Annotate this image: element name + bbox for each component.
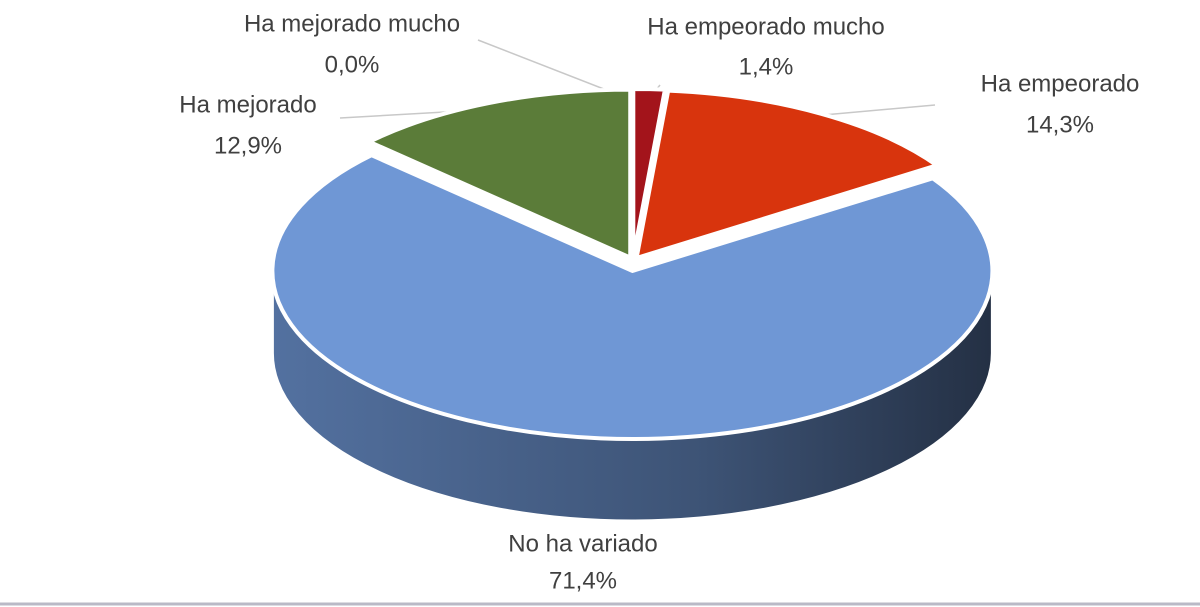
slice bbox=[367, 87, 633, 260]
category-label: Ha empeorado mucho bbox=[647, 13, 884, 40]
category-label: Ha empeorado bbox=[981, 70, 1140, 97]
value-label: 14,3% bbox=[1026, 111, 1094, 138]
labels: Ha empeorado mucho 1,4% Ha empeorado 14,3% N… bbox=[179, 10, 1139, 594]
value-label: 1,4% bbox=[739, 53, 794, 80]
category-label: Ha mejorado bbox=[179, 91, 316, 118]
category-label: No ha variado bbox=[508, 530, 657, 557]
slice bbox=[634, 88, 939, 260]
value-label: 0,0% bbox=[325, 51, 380, 78]
pie bbox=[270, 87, 995, 523]
value-label: 71,4% bbox=[549, 567, 617, 594]
category-label: Ha mejorado mucho bbox=[244, 10, 460, 37]
value-label: 12,9% bbox=[214, 132, 282, 159]
slice bbox=[270, 153, 995, 441]
